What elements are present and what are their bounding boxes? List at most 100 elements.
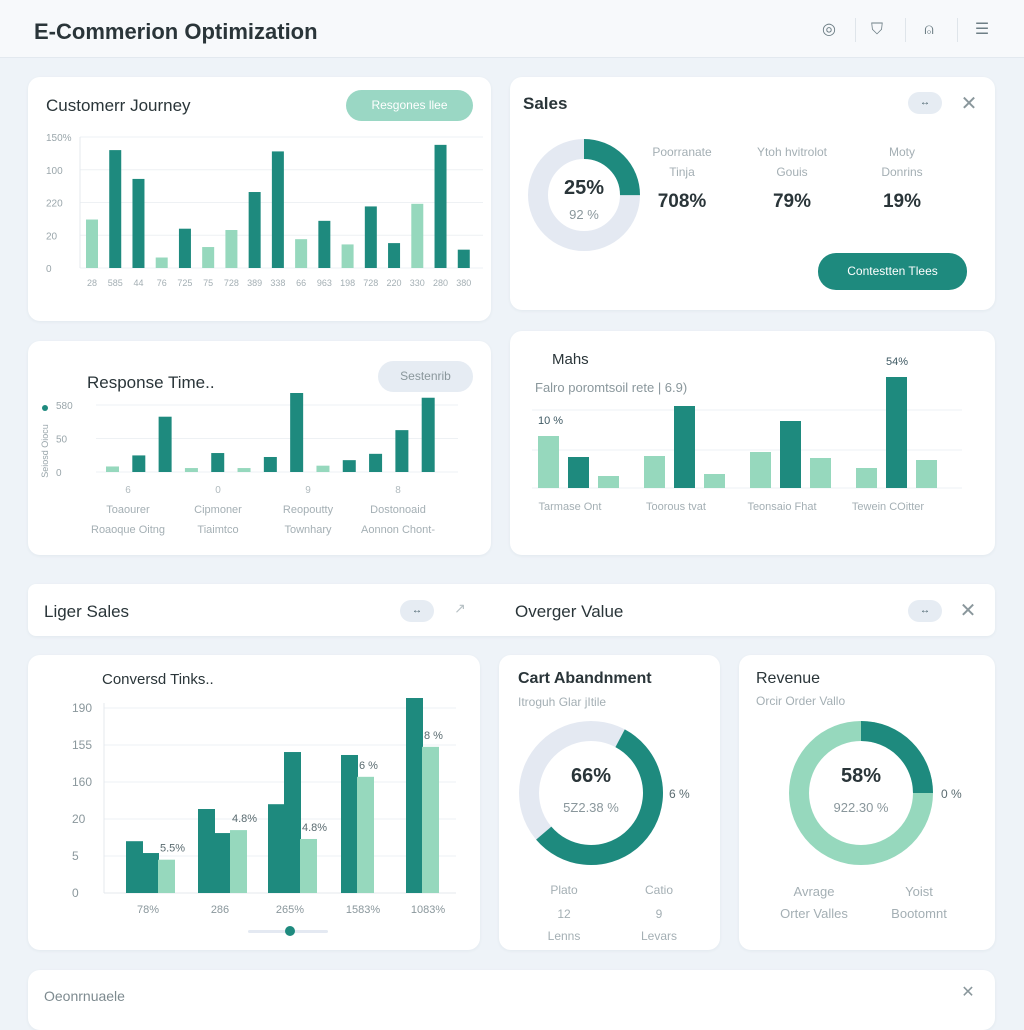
donut-side-label: 0 % (941, 787, 962, 801)
swap-button[interactable]: ↔ (908, 600, 942, 622)
bar (230, 830, 247, 893)
group-number: 6 (125, 485, 131, 496)
card-title: Conversd Tinks.. (102, 671, 214, 688)
bar (886, 377, 907, 488)
bar (271, 151, 284, 268)
bar (248, 192, 261, 268)
y-axis-label: Seiosd Oiocu (40, 424, 50, 478)
group-label: Aonnon Chont- (361, 524, 435, 536)
bar (109, 150, 122, 268)
bar (158, 416, 172, 472)
shield-icon[interactable]: ⛉ (870, 21, 883, 38)
stat-value: 79% (772, 191, 812, 212)
x-tick-label: 198 (340, 278, 355, 288)
arrow-icon[interactable]: ↗ (454, 600, 466, 616)
close-icon[interactable]: ✕ (961, 984, 975, 1001)
bar (198, 809, 215, 893)
x-tick-label: 286 (211, 904, 229, 916)
data-label: 10 % (538, 415, 563, 427)
user-icon[interactable]: ⍝ (924, 21, 934, 38)
donut-sub: 5Z2.38 % (563, 800, 619, 815)
x-tick-label: 28 (87, 278, 97, 288)
bar (295, 239, 308, 268)
group-number: 8 (395, 485, 401, 496)
bar (142, 853, 159, 893)
y-tick-label: 0 (72, 886, 79, 900)
legend-value: 12 (557, 907, 571, 921)
x-tick-label: 280 (433, 278, 448, 288)
mahs-chart: Tarmase Ont 10 % Toorous tvat Teonsaio Fhat… (532, 356, 962, 513)
legend-unit: Levars (640, 929, 678, 943)
conversion-card: Conversd Tinks.. 0 5 20 160 155 190 5.5% 78% 4.8… (28, 655, 480, 950)
y-tick-label: 155 (72, 738, 92, 752)
data-label: 6 % (359, 760, 378, 772)
card-title: Oeonrnuaele (44, 988, 125, 1004)
card-title: Sales (523, 94, 568, 113)
stat-value: 708% (657, 191, 707, 212)
divider (855, 18, 856, 42)
data-label: 4.8% (302, 822, 327, 834)
slider-handle[interactable] (285, 926, 295, 936)
bottom-card: Oeonrnuaele ✕ (28, 970, 995, 1030)
bar (357, 776, 374, 893)
section-button[interactable]: Sestenrib (378, 361, 473, 392)
bar (411, 203, 424, 268)
stat-label: Ytoh hvitrolot (756, 145, 828, 159)
group-label: Cipmoner (194, 504, 242, 516)
bar (155, 257, 168, 268)
responses-button[interactable]: Resgones llee (346, 90, 473, 121)
group-label: Dostonoaid (370, 504, 426, 516)
stat-label: Donrins (881, 165, 923, 179)
card-subtitle: Itroguh Glar jItile (518, 695, 607, 709)
instagram-icon[interactable]: ◎ (822, 21, 836, 38)
donut-value: 66% (570, 765, 612, 787)
y-tick-label: 5 (72, 849, 79, 863)
bar (202, 247, 215, 268)
bar (268, 804, 285, 893)
donut-side-label: 6 % (669, 787, 690, 801)
swap-button[interactable]: ↔ (908, 92, 942, 114)
legend-unit: Lenns (547, 929, 581, 943)
card-title: Customerr Journey (46, 96, 191, 115)
bar (300, 838, 317, 893)
donut-value: 58% (840, 765, 882, 787)
bar (341, 754, 358, 893)
response-time-card: Response Time.. Sestenrib 0 50 580 Seiosd O… (28, 341, 491, 555)
bar (406, 698, 423, 893)
y-tick-label: 0 (46, 264, 52, 275)
customer-journey-chart: 0 20 220 100 150% 28 585 44 76 725 75 728 389 338 66 96… (46, 133, 483, 288)
legend-value: 9 (655, 907, 663, 921)
card-subtitle: Falro poromtsoil rete | 6.9) (535, 380, 688, 395)
close-icon[interactable]: ✕ (960, 93, 978, 115)
card-subtitle: Orcir Order Vallo (756, 694, 846, 708)
donut-arc (519, 721, 663, 865)
bar (290, 393, 304, 472)
x-tick-label: 220 (387, 278, 402, 288)
y-tick-label: 160 (72, 775, 92, 789)
card-title: Cart Abandnment (518, 670, 652, 687)
bar (214, 833, 231, 893)
x-tick-label: Tarmase Ont (539, 501, 602, 513)
legend-label: Catio (644, 883, 673, 897)
bar (158, 859, 175, 893)
close-icon[interactable]: ✕ (959, 600, 977, 622)
donut-arc (789, 721, 933, 865)
swap-button[interactable]: ↔ (400, 600, 434, 622)
card-title: Revenue (756, 670, 821, 687)
x-tick-label: 265% (276, 904, 304, 916)
group-label: Toaourer (106, 504, 150, 516)
x-tick-label: Tewein COitter (852, 501, 924, 513)
cart-donut (519, 721, 663, 865)
contested-button[interactable]: Contestten Tlees (818, 253, 967, 290)
menu-icon[interactable]: ☰ (974, 21, 990, 38)
x-tick-label: 76 (157, 278, 167, 288)
bar (395, 430, 409, 472)
x-tick-label: Toorous tvat (646, 501, 706, 513)
sales-card: Sales ↔ ✕ 25% 92 % Contestten Tlees Poor… (510, 77, 995, 310)
customer-journey-card: Customerr Journey Resgones llee 0 20 220 10… (28, 77, 491, 321)
mahs-card: Mahs Falro poromtsoil rete | 6.9) Tarmas… (510, 331, 995, 555)
liger-sales-label: Liger Sales (44, 602, 130, 621)
response-time-chart: 0 50 580 Seiosd Oiocu 6 Toaourer Roaoque Oitng… (40, 393, 458, 536)
slider-track[interactable] (248, 926, 328, 936)
bar (86, 219, 98, 268)
